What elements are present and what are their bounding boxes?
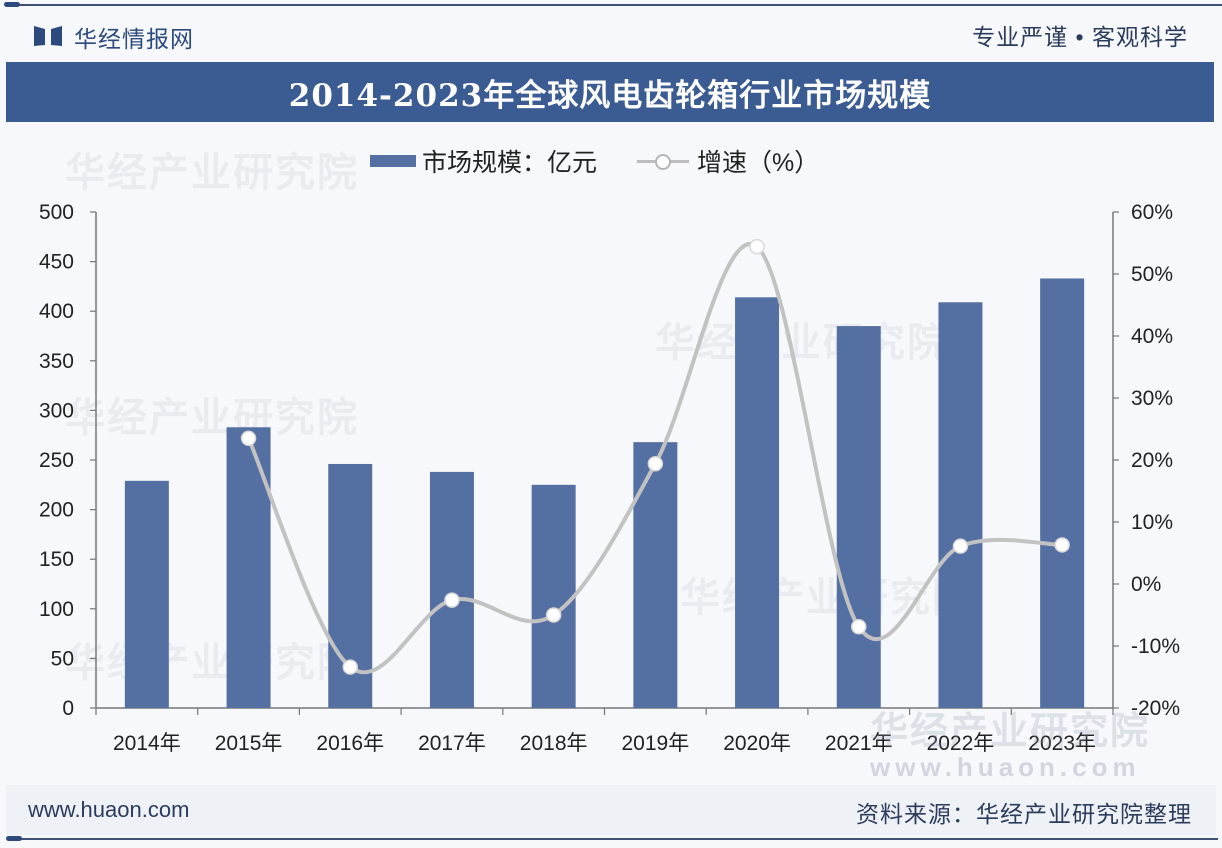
bar xyxy=(836,326,881,708)
left-axis-label: 350 xyxy=(39,350,74,373)
bar-legend-label: 市场规模：亿元 xyxy=(422,149,598,177)
bottom-rule-cap xyxy=(6,836,22,841)
footer-website[interactable]: www.huaon.com xyxy=(28,797,190,822)
right-axis-label: 50% xyxy=(1131,263,1173,286)
left-axis-label: 200 xyxy=(39,499,74,522)
footer-source: 资料来源：华经产业研究院整理 xyxy=(856,801,1192,827)
watermark-corner-name: 华经产业研究院 xyxy=(870,711,1151,753)
title-bar: 2014-2023年全球风电齿轮箱行业市场规模 xyxy=(6,62,1214,122)
line-legend-marker-icon xyxy=(637,151,690,171)
left-axis-label: 100 xyxy=(39,598,74,621)
x-axis-label: 2015年 xyxy=(215,732,283,755)
growth-point-marker xyxy=(647,455,664,472)
growth-point-marker xyxy=(444,592,460,608)
growth-point-marker xyxy=(545,607,562,623)
footer-band xyxy=(6,785,1216,835)
x-axis-label: 2016年 xyxy=(316,732,384,755)
growth-line xyxy=(246,242,1063,675)
right-axis-label: 0% xyxy=(1131,573,1161,596)
bar xyxy=(226,427,271,708)
line-legend-label: 增速（%） xyxy=(697,149,820,177)
x-axis-label: 2014年 xyxy=(113,732,181,755)
chart-legend: 市场规模：亿元 增速（%） xyxy=(370,144,819,178)
bar xyxy=(429,471,474,708)
growth-point-marker xyxy=(342,659,358,675)
right-axis-label: 30% xyxy=(1131,387,1173,410)
growth-point-marker xyxy=(952,538,969,554)
slogan: 专业严谨 • 客观科学 xyxy=(972,24,1188,50)
left-axis-label: 0 xyxy=(62,697,74,720)
left-axis-label: 150 xyxy=(39,548,74,571)
right-axis-label: -10% xyxy=(1131,635,1180,658)
growth-point-marker xyxy=(749,238,765,255)
left-axis-label: 300 xyxy=(39,399,74,422)
bar xyxy=(633,442,678,708)
bar-legend-swatch xyxy=(370,155,416,167)
book-logo-icon xyxy=(34,26,62,46)
top-rule-cap-left xyxy=(4,2,20,7)
chart-title: 2014-2023年全球风电齿轮箱行业市场规模 xyxy=(288,77,932,114)
x-axis-label: 2018年 xyxy=(520,732,588,755)
x-axis-label: 2017年 xyxy=(418,732,486,755)
right-axis-label: 20% xyxy=(1131,449,1173,472)
x-axis-label: 2020年 xyxy=(723,732,791,755)
bar xyxy=(531,484,576,708)
x-axis-label: 2021年 xyxy=(825,732,893,755)
growth-point-marker xyxy=(851,619,867,635)
left-axis-label: 500 xyxy=(39,201,74,224)
right-axis-label: -20% xyxy=(1131,697,1180,720)
bar xyxy=(124,480,169,708)
right-axis-label: 10% xyxy=(1131,511,1173,534)
x-axis-label: 2022年 xyxy=(927,732,995,755)
x-axis-label: 2019年 xyxy=(621,732,689,755)
growth-point-marker xyxy=(1054,537,1070,553)
left-axis-label: 450 xyxy=(39,251,74,274)
right-axis-label: 60% xyxy=(1131,201,1173,224)
watermark-corner-url: www.huaon.com xyxy=(870,752,1141,782)
bottom-rule xyxy=(8,838,1218,840)
left-axis-label: 50 xyxy=(51,647,74,670)
x-axis-label: 2023年 xyxy=(1028,732,1096,755)
right-axis-label: 40% xyxy=(1131,325,1173,348)
bar xyxy=(938,302,983,708)
brand-name: 华经情报网 xyxy=(74,26,194,52)
header: 华经情报网 专业严谨 • 客观科学 xyxy=(0,8,1222,58)
left-axis-label: 250 xyxy=(39,449,74,472)
growth-point-marker xyxy=(240,430,257,447)
bar xyxy=(1040,278,1085,708)
left-axis-label: 400 xyxy=(39,300,74,323)
bar xyxy=(735,297,780,708)
top-rule xyxy=(8,4,1222,6)
